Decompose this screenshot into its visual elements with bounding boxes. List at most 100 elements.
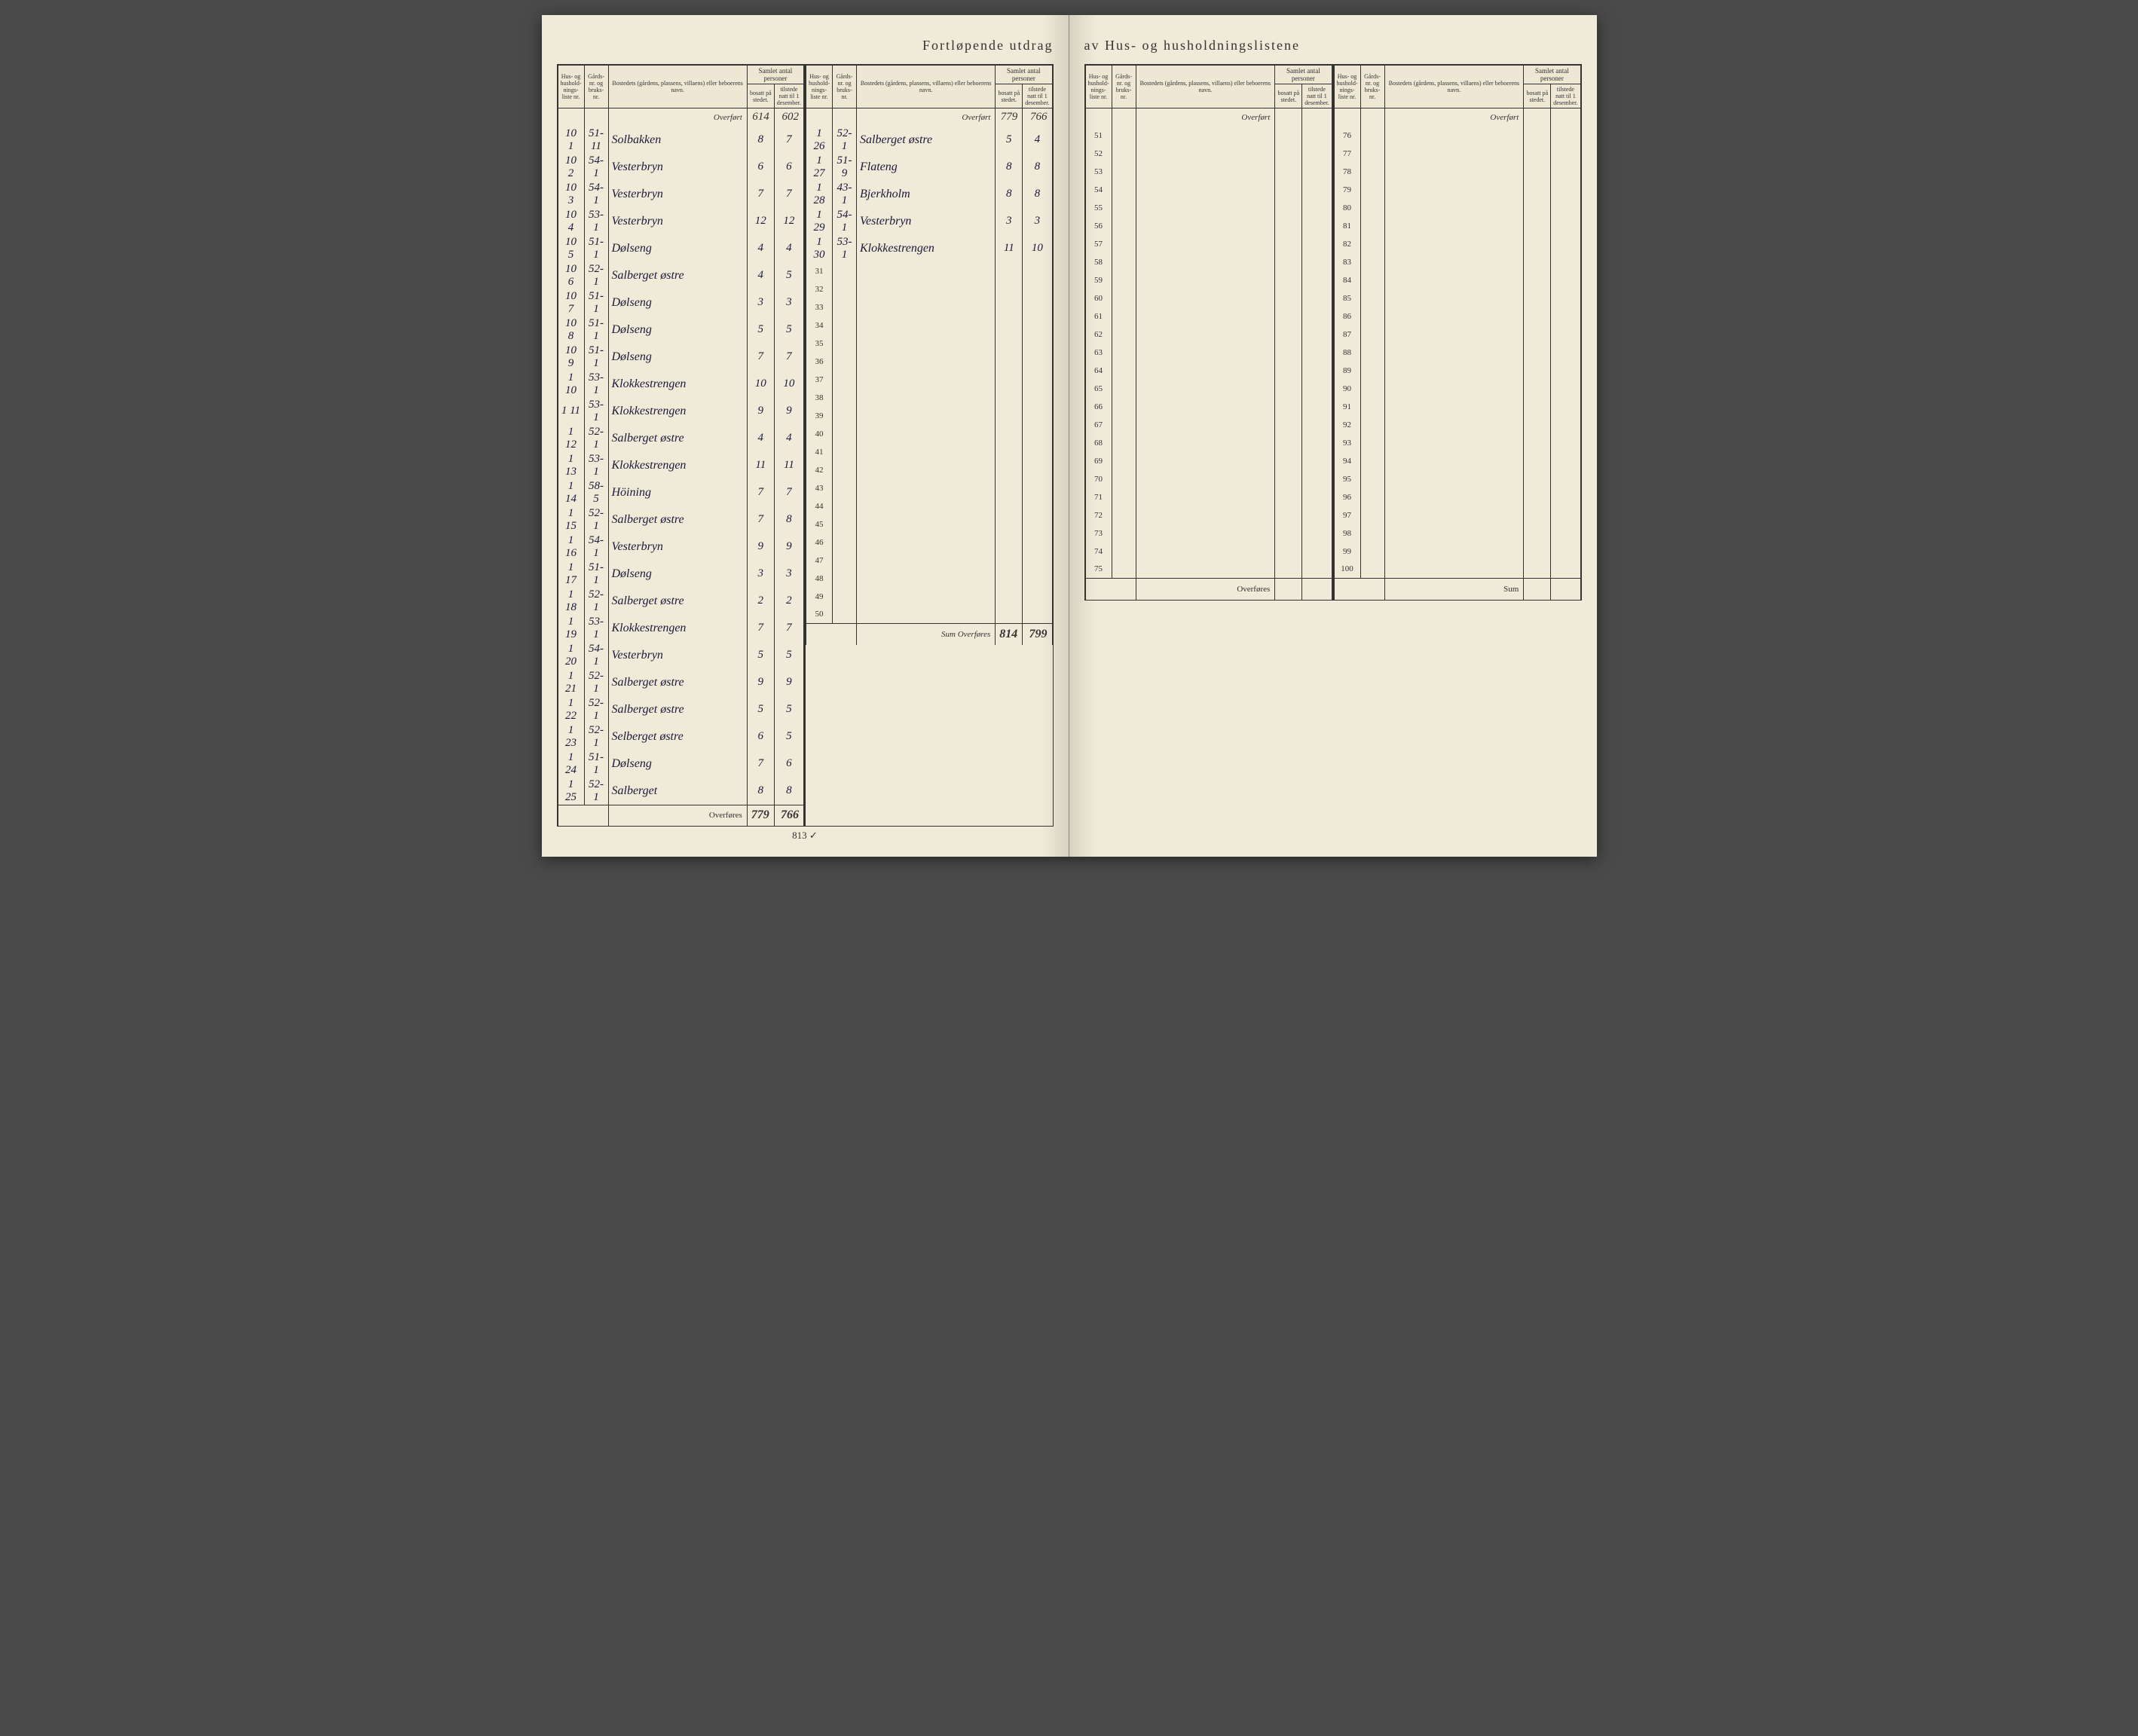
cell <box>1136 398 1275 416</box>
cell <box>1384 289 1524 307</box>
ledger-table-4: Hus- og hushold-nings-liste nr. Gårds-nr… <box>1334 65 1581 600</box>
gard-num: 52-1 <box>833 127 857 154</box>
cell <box>1524 289 1551 307</box>
cell <box>1384 380 1524 398</box>
place-name <box>857 316 996 335</box>
cell <box>1112 524 1136 542</box>
cell <box>1112 235 1136 253</box>
row-num: 50 <box>806 606 833 624</box>
overfort-label: Overført <box>1384 108 1524 127</box>
cell <box>558 805 608 826</box>
hdr-samlet: Samlet antal personer <box>1524 66 1580 84</box>
place-name <box>857 335 996 353</box>
cell <box>1302 362 1332 380</box>
row-num: 32 <box>806 280 833 298</box>
tilstede: 8 <box>1023 154 1052 181</box>
cell <box>1524 253 1551 271</box>
cell <box>1275 289 1302 307</box>
gard-num: 52-1 <box>584 723 608 750</box>
tilstede: 5 <box>774 262 803 289</box>
bosatt: 7 <box>747 750 774 778</box>
gard-num: 52-1 <box>584 425 608 452</box>
bosatt: 8 <box>747 127 774 154</box>
row-num: 65 <box>1085 380 1112 398</box>
overfores-label: Overføres <box>1136 579 1275 600</box>
place-name <box>857 407 996 425</box>
place-name <box>857 588 996 606</box>
bosatt <box>996 425 1023 443</box>
row-num: 1 15 <box>558 506 584 533</box>
bosatt <box>996 262 1023 280</box>
row-num: 68 <box>1085 434 1112 452</box>
gard-num: 53-1 <box>584 615 608 642</box>
cell <box>1524 145 1551 163</box>
cell <box>1384 398 1524 416</box>
row-num: 1 23 <box>558 723 584 750</box>
tilstede: 8 <box>774 778 803 805</box>
bosatt <box>996 588 1023 606</box>
tilstede <box>1023 443 1052 461</box>
cell <box>1360 561 1384 579</box>
hdr-navn: Bostedets (gårdens, plassens, villaens) … <box>1136 66 1275 108</box>
cell <box>1551 398 1580 416</box>
cell <box>1275 434 1302 452</box>
cell <box>1302 271 1332 289</box>
cell <box>1551 217 1580 235</box>
cell <box>1524 108 1551 127</box>
cell <box>1302 561 1332 579</box>
left-col2: Hus- og hushold-nings-liste nr. Gårds-nr… <box>804 65 1053 826</box>
cell <box>1524 380 1551 398</box>
row-num: 1 16 <box>558 533 584 561</box>
row-num: 1 18 <box>558 588 584 615</box>
tilstede: 4 <box>1023 127 1052 154</box>
hdr-navn: Bostedets (gårdens, plassens, villaens) … <box>608 66 747 108</box>
place-name: Bjerkholm <box>857 181 996 208</box>
gard-num: 52-1 <box>584 588 608 615</box>
cell <box>1302 398 1332 416</box>
row-num: 88 <box>1334 344 1360 362</box>
overfort-bosatt: 614 <box>747 108 774 127</box>
bosatt: 11 <box>747 452 774 479</box>
place-name <box>857 443 996 461</box>
tilstede <box>1023 533 1052 552</box>
cell <box>1524 542 1551 561</box>
cell <box>1384 253 1524 271</box>
row-num: 10 6 <box>558 262 584 289</box>
sum-label: Sum <box>1384 579 1524 600</box>
cell <box>1524 561 1551 579</box>
tilstede: 3 <box>774 289 803 316</box>
cell <box>1551 235 1580 253</box>
tilstede <box>1023 407 1052 425</box>
row-num: 45 <box>806 515 833 533</box>
row-num: 51 <box>1085 127 1112 145</box>
hdr-tilstede: tilstede natt til 1 desember. <box>1551 84 1580 108</box>
gard-num: 51-1 <box>584 750 608 778</box>
place-name: Klokkestrengen <box>608 398 747 425</box>
cell <box>1524 235 1551 253</box>
hdr-samlet: Samlet antal personer <box>747 66 803 84</box>
cell <box>1302 181 1332 199</box>
cell <box>1136 235 1275 253</box>
cell <box>1112 542 1136 561</box>
tilstede: 5 <box>774 316 803 344</box>
cell <box>1275 452 1302 470</box>
bosatt: 2 <box>747 588 774 615</box>
cell <box>1112 289 1136 307</box>
cell <box>1275 506 1302 524</box>
right-col2: Hus- og hushold-nings-liste nr. Gårds-nr… <box>1332 65 1581 600</box>
title-left: Fortløpende utdrag <box>922 38 1053 53</box>
cell <box>833 108 857 127</box>
cell <box>1136 434 1275 452</box>
place-name: Salberget østre <box>608 506 747 533</box>
place-name <box>857 570 996 588</box>
cell <box>1524 163 1551 181</box>
bosatt <box>996 533 1023 552</box>
tilstede <box>1023 570 1052 588</box>
row-num: 1 19 <box>558 615 584 642</box>
tilstede: 3 <box>1023 208 1052 235</box>
overfort-bosatt: 779 <box>996 108 1023 127</box>
overfort-label: Overført <box>1136 108 1275 127</box>
place-name: Vesterbryn <box>857 208 996 235</box>
row-num: 46 <box>806 533 833 552</box>
gard-num: 54-1 <box>584 642 608 669</box>
